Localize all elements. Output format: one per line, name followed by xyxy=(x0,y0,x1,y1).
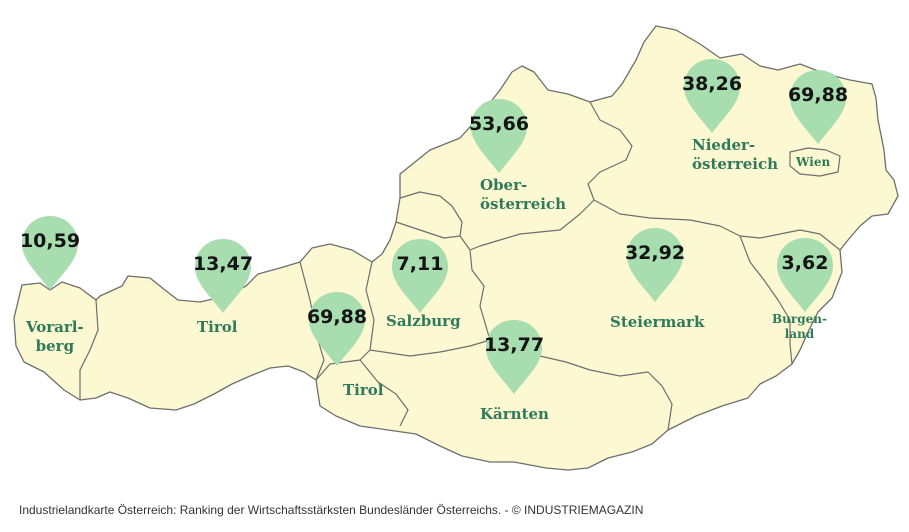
pin-shape xyxy=(486,320,542,394)
value-pin-burgenland: 3,62 xyxy=(775,236,835,326)
value-pin-oberoesterreich: 53,66 xyxy=(469,97,529,187)
pin-value: 69,88 xyxy=(306,306,368,328)
region-label-niederoesterreich: Nieder-österreich xyxy=(692,136,779,173)
pin-value: 38,26 xyxy=(681,73,743,95)
pin-shape xyxy=(684,59,740,133)
pin-shape xyxy=(627,228,683,302)
region-label-oberoesterreich: Ober-österreich xyxy=(480,176,567,213)
austria-map xyxy=(13,25,899,471)
border-ooe-inner xyxy=(399,191,463,237)
caption-bar xyxy=(0,494,909,532)
region-label-kaernten: Kärnten xyxy=(480,405,549,423)
border-steiermark-kaernten xyxy=(647,371,673,431)
value-pin-niederoesterreich: 38,26 xyxy=(682,57,742,147)
value-pin-tirol-north: 13,47 xyxy=(193,237,253,327)
border-wien xyxy=(789,147,841,177)
map-area: Vorarl-berg Tirol Tirol Salzburg Ober-ös… xyxy=(13,25,899,471)
pin-value: 7,11 xyxy=(396,253,444,275)
pin-shape xyxy=(392,239,448,313)
region-label-tirol-east: Tirol xyxy=(343,381,384,399)
pin-value: 13,47 xyxy=(192,253,254,275)
border-steiermark-burgenland xyxy=(739,235,793,365)
pin-value: 3,62 xyxy=(781,252,829,274)
pin-value: 69,88 xyxy=(787,84,849,106)
pin-shape xyxy=(309,292,365,366)
value-pin-wien: 69,88 xyxy=(788,68,848,158)
value-pin-kaernten: 13,77 xyxy=(484,318,544,408)
pin-shape xyxy=(22,216,78,290)
pin-value: 32,92 xyxy=(624,242,686,264)
austria-outline xyxy=(13,25,899,471)
value-pin-vorarlberg: 10,59 xyxy=(20,214,80,304)
image-caption: Industrielandkarte Österreich: Ranking d… xyxy=(19,503,644,517)
border-vorarlberg xyxy=(79,299,99,400)
border-ooe-noe xyxy=(469,101,633,251)
pin-shape xyxy=(471,99,527,173)
value-pin-steiermark: 32,92 xyxy=(625,226,685,316)
region-label-steiermark: Steiermark xyxy=(610,313,705,331)
pin-value: 53,66 xyxy=(468,113,530,135)
pin-value: 13,77 xyxy=(483,334,545,356)
value-pin-salzburg: 7,11 xyxy=(390,237,450,327)
value-pin-tirol-east: 69,88 xyxy=(307,290,367,380)
pin-shape xyxy=(777,238,833,312)
region-label-burgenland: Burgen-land xyxy=(772,312,827,341)
region-label-salzburg: Salzburg xyxy=(386,312,461,330)
pin-shape xyxy=(790,70,846,144)
pin-shape xyxy=(195,239,251,313)
pin-value: 10,59 xyxy=(19,230,81,252)
region-label-vorarlberg: Vorarl-berg xyxy=(26,318,84,355)
region-label-tirol-north: Tirol xyxy=(197,318,238,336)
border-osttirol xyxy=(359,359,409,427)
region-label-wien: Wien xyxy=(796,155,831,169)
